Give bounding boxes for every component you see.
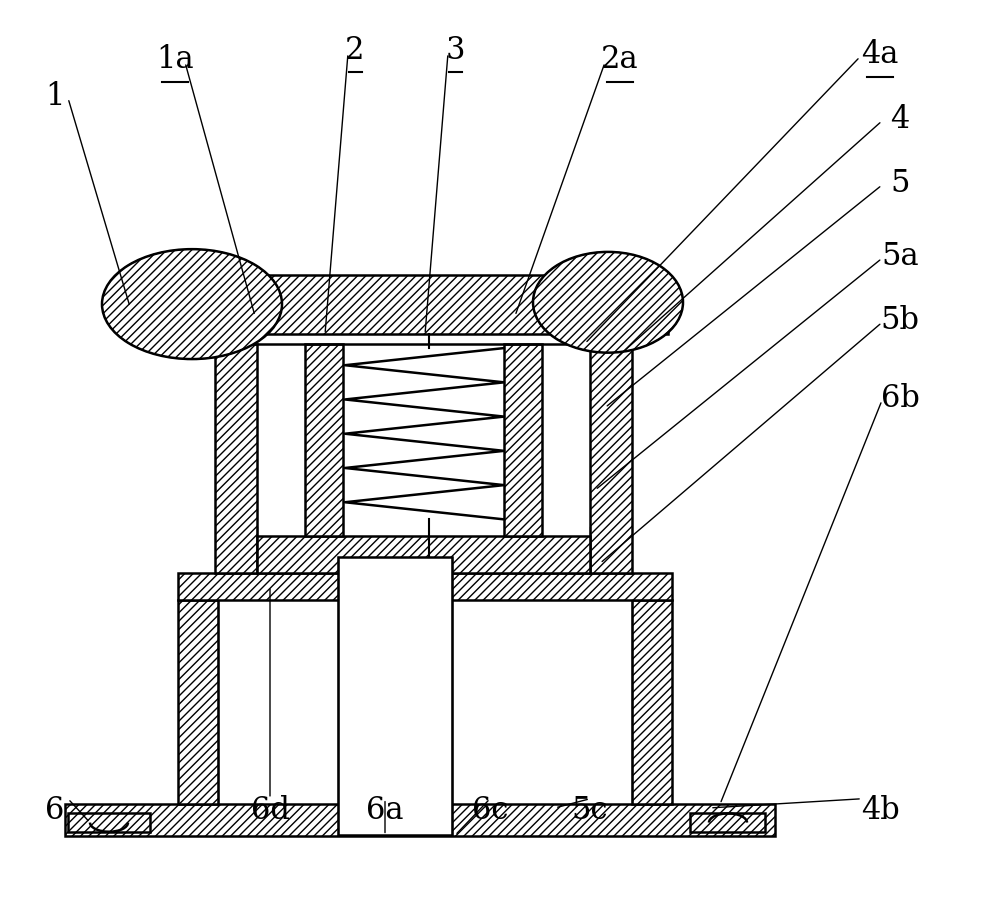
Text: 2: 2 (345, 35, 365, 66)
Text: 6a: 6a (366, 795, 404, 826)
Text: 5: 5 (890, 168, 910, 199)
Bar (257, 536, 590, 572)
Text: 5a: 5a (881, 241, 919, 272)
Text: 5c: 5c (572, 795, 608, 826)
Bar (65, 804, 775, 836)
Bar (338, 557, 452, 835)
Bar (120, 275, 668, 334)
Bar (178, 600, 218, 804)
Text: 2a: 2a (601, 44, 639, 75)
Bar (257, 536, 590, 572)
Text: 4: 4 (890, 104, 910, 135)
Bar (178, 572, 672, 600)
Text: 4a: 4a (861, 39, 899, 71)
Bar (690, 813, 765, 832)
Text: 5b: 5b (881, 305, 920, 336)
Text: 3: 3 (445, 35, 465, 66)
Text: 1: 1 (45, 81, 65, 112)
Bar (632, 600, 672, 804)
Text: 6b: 6b (881, 383, 919, 414)
Bar (504, 344, 542, 536)
Bar (590, 344, 632, 572)
Bar (178, 600, 218, 804)
Text: 4b: 4b (861, 795, 899, 826)
Bar (305, 344, 343, 536)
Bar (178, 572, 672, 600)
Bar (68, 813, 150, 832)
Bar (590, 344, 632, 572)
Bar (632, 600, 672, 804)
Bar (65, 804, 775, 836)
Text: 6: 6 (45, 795, 65, 826)
Text: 1a: 1a (156, 44, 194, 75)
Bar (504, 344, 542, 536)
Text: 6d: 6d (251, 795, 289, 826)
Bar (305, 344, 343, 536)
Bar (215, 344, 257, 572)
Text: 6c: 6c (472, 795, 508, 826)
Ellipse shape (102, 249, 282, 359)
Bar (215, 344, 257, 572)
Bar (68, 813, 150, 832)
Ellipse shape (533, 252, 683, 353)
Bar (120, 275, 668, 334)
Bar (690, 813, 765, 832)
